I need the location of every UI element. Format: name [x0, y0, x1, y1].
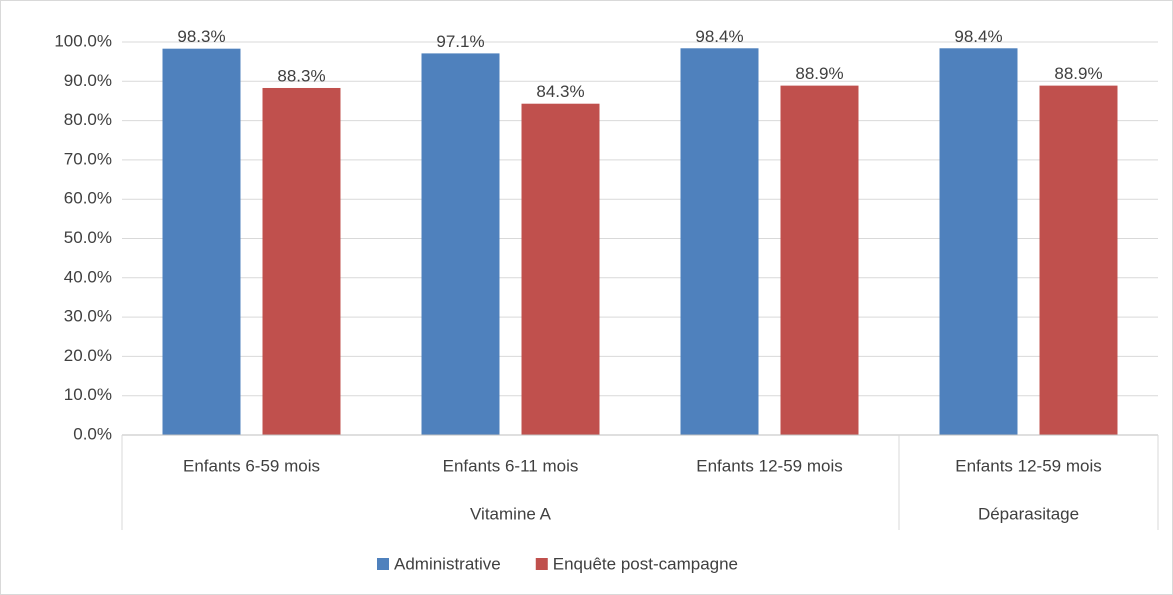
y-tick-label: 20.0% [64, 346, 112, 365]
y-tick-label: 0.0% [73, 424, 112, 443]
data-label: 98.4% [954, 27, 1002, 46]
data-label: 88.9% [1054, 64, 1102, 83]
data-label: 98.4% [695, 27, 743, 46]
x-tick-label: Enfants 12-59 mois [955, 456, 1101, 475]
y-tick-label: 60.0% [64, 189, 112, 208]
legend-swatch [535, 558, 548, 570]
group-label: Vitamine A [470, 504, 552, 523]
y-tick-label: 40.0% [64, 267, 112, 286]
group-label: Déparasitage [978, 504, 1079, 523]
legend-label: Enquête post-campagne [553, 554, 738, 573]
data-label: 88.3% [277, 66, 325, 85]
bar [421, 53, 500, 435]
y-tick-label: 90.0% [64, 71, 112, 90]
x-tick-label: Enfants 12-59 mois [696, 456, 842, 475]
x-tick-label: Enfants 6-59 mois [183, 456, 320, 475]
y-tick-label: 50.0% [64, 228, 112, 247]
data-label: 97.1% [436, 32, 484, 51]
y-tick-label: 70.0% [64, 149, 112, 168]
data-label: 84.3% [536, 82, 584, 101]
y-tick-label: 30.0% [64, 307, 112, 326]
bar [680, 48, 759, 436]
bar [162, 48, 241, 435]
y-tick-label: 100.0% [54, 31, 112, 50]
y-tick-label: 10.0% [64, 385, 112, 404]
data-label: 88.9% [795, 64, 843, 83]
y-tick-label: 80.0% [64, 110, 112, 129]
legend-label: Administrative [394, 554, 501, 573]
bar [1039, 85, 1118, 436]
x-tick-label: Enfants 6-11 mois [443, 456, 579, 475]
data-label: 98.3% [177, 27, 225, 46]
bar [262, 87, 341, 435]
bar [939, 48, 1018, 436]
bar [780, 85, 859, 436]
bar [521, 103, 600, 436]
legend-swatch [377, 558, 389, 570]
